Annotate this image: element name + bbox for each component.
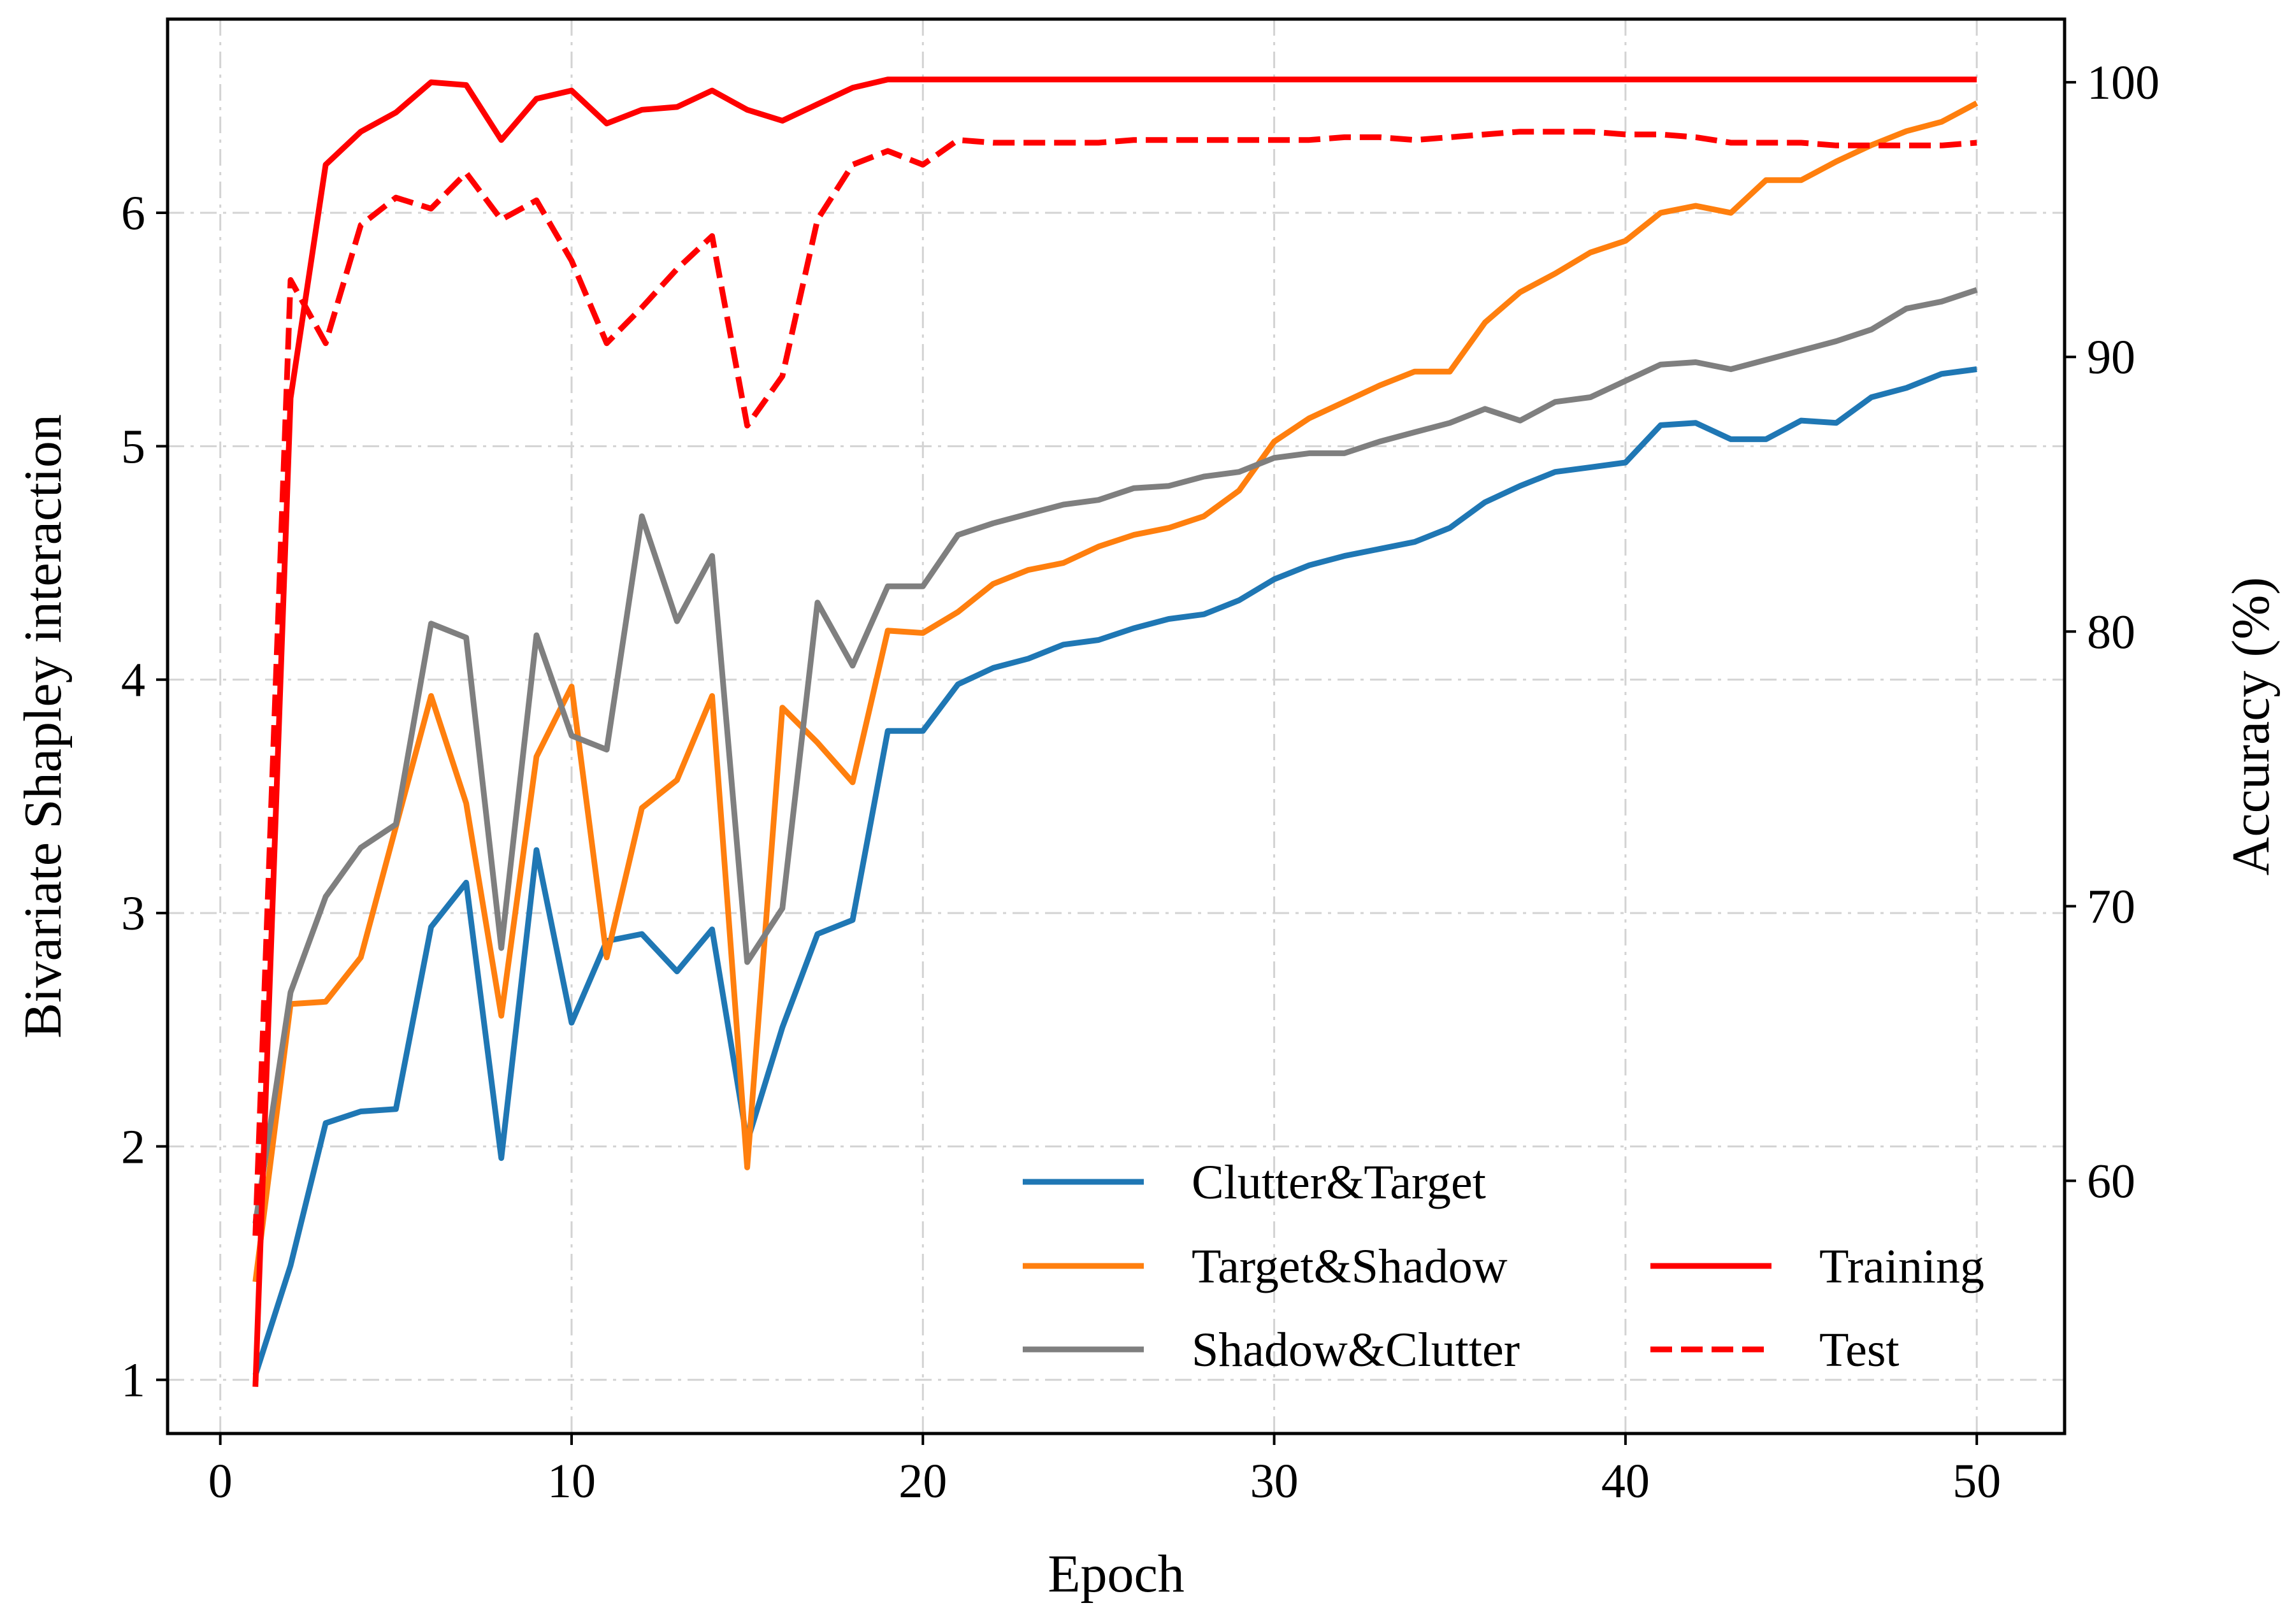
y-left-axis-title: Bivariate Shapley interaction xyxy=(13,414,73,1038)
legend-label-clutter-target: Clutter&Target xyxy=(1192,1156,1486,1209)
y-right-tick-label: 90 xyxy=(2087,331,2135,384)
y-left-tick-label: 3 xyxy=(121,887,145,940)
y-right-tick-label: 80 xyxy=(2087,605,2135,659)
series-line-training xyxy=(252,76,1977,1387)
y-right-tick-label: 70 xyxy=(2087,880,2135,933)
x-tick-label: 20 xyxy=(898,1455,947,1508)
y-left-tick-label: 5 xyxy=(121,420,145,473)
y-right-tick-label: 100 xyxy=(2087,56,2160,110)
y-left-tick-label: 2 xyxy=(121,1120,145,1174)
series-layer xyxy=(252,76,1979,1387)
plot-frame xyxy=(166,17,2067,1435)
legend-label-test: Test xyxy=(1819,1323,1900,1377)
series-line-clutter-target xyxy=(252,366,1977,1376)
legend-label-shadow-clutter: Shadow&Clutter xyxy=(1192,1323,1520,1377)
x-tick-label: 40 xyxy=(1601,1455,1650,1508)
x-tick-label: 10 xyxy=(547,1455,596,1508)
y-left-tick-label: 6 xyxy=(121,187,145,240)
series-line-test xyxy=(252,129,1977,1236)
x-tick-label: 30 xyxy=(1250,1455,1299,1508)
legend: Clutter&Target Target&Shadow Shadow&Clutte… xyxy=(1023,1156,1984,1377)
ticks: 0 10 20 30 40 50 1 2 3 4 5 6 60 70 80 90 100 xyxy=(121,56,2160,1508)
series-line-target-shadow xyxy=(252,100,1979,1283)
legend-label-training: Training xyxy=(1819,1240,1984,1293)
y-right-tick-label: 60 xyxy=(2087,1154,2135,1208)
x-axis-title: Epoch xyxy=(1048,1544,1185,1604)
series-line-shadow-clutter xyxy=(252,287,1978,1224)
x-tick-label: 50 xyxy=(1952,1455,2001,1508)
legend-label-target-shadow: Target&Shadow xyxy=(1192,1240,1508,1293)
x-tick-label: 0 xyxy=(208,1455,233,1508)
y-left-tick-label: 4 xyxy=(121,654,145,707)
y-left-tick-label: 1 xyxy=(121,1354,145,1407)
y-right-axis-title: Accuracy (%) xyxy=(2221,577,2281,876)
